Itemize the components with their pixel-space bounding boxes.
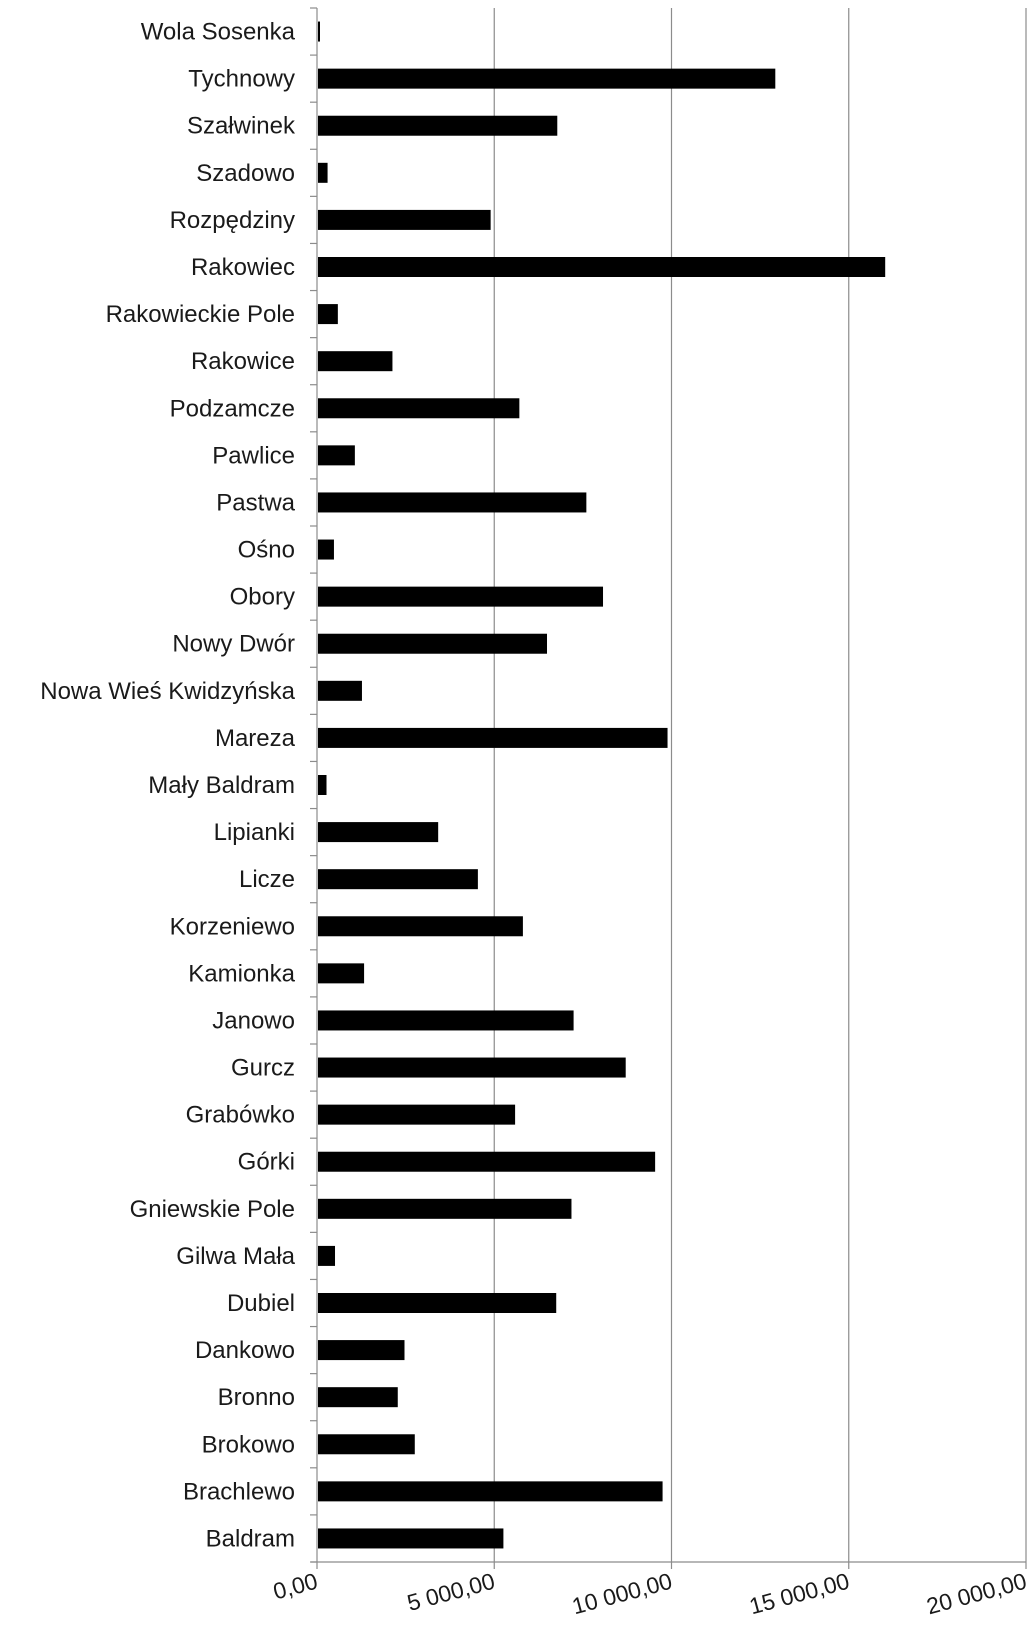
category-label: Janowo [212, 1007, 295, 1034]
category-label: Wola Sosenka [141, 19, 296, 46]
bar [318, 1434, 415, 1455]
category-label: Górki [238, 1149, 295, 1176]
bar [318, 68, 776, 89]
category-label: Nowy Dwór [172, 631, 295, 658]
category-label: Szadowo [196, 160, 295, 187]
bar [318, 492, 587, 513]
bar [318, 775, 327, 795]
bar [318, 1387, 398, 1408]
category-label: Tychnowy [188, 66, 295, 93]
category-label: Brokowo [202, 1431, 295, 1458]
category-label: Grabówko [186, 1102, 295, 1129]
category-label: Kamionka [188, 960, 295, 987]
x-tick-label: 15 000,00 [746, 1568, 852, 1620]
bar [318, 209, 491, 230]
category-label: Dubiel [227, 1290, 295, 1317]
bar [318, 1057, 626, 1078]
axis-layer [310, 7, 1027, 1569]
bar [318, 1010, 574, 1031]
category-label: Mały Baldram [148, 772, 295, 799]
category-label: Nowa Wieś Kwidzyńska [40, 678, 295, 705]
bar [318, 21, 320, 42]
category-label: Bronno [218, 1384, 295, 1411]
bar [318, 1245, 336, 1266]
category-label: Mareza [215, 725, 296, 752]
bar [318, 445, 355, 466]
bar [318, 1528, 504, 1549]
category-label: Dankowo [195, 1337, 295, 1364]
tick-label-layer: 0,00 5 000,00 10 000,00 15 000,00 20 000,00 [270, 1568, 1029, 1620]
grid-layer [493, 8, 1027, 1562]
category-label: Gniewskie Pole [130, 1196, 295, 1223]
bar [318, 1198, 572, 1219]
bar [318, 822, 439, 843]
category-label: Licze [239, 866, 295, 893]
category-label: Rozpędziny [170, 207, 295, 234]
category-label: Rakowieckie Pole [106, 301, 295, 328]
x-tick-label: 10 000,00 [569, 1568, 675, 1620]
category-label: Rakowiec [191, 254, 295, 281]
category-label: Ośno [238, 537, 295, 564]
bar [318, 1104, 516, 1125]
category-label: Pastwa [216, 489, 295, 516]
bar [318, 727, 668, 748]
category-label: Szałwinek [187, 113, 296, 140]
bar [318, 398, 520, 419]
bar [318, 633, 548, 654]
x-tick-label: 20 000,00 [924, 1568, 1030, 1620]
bar [318, 1151, 656, 1172]
category-label: Lipianki [214, 819, 295, 846]
bar [318, 1481, 663, 1502]
category-label: Rakowice [191, 348, 295, 375]
category-label: Baldram [206, 1525, 295, 1552]
category-label: Brachlewo [183, 1478, 295, 1505]
bar [318, 257, 886, 277]
x-tick-label: 0,00 [270, 1568, 320, 1605]
bar [318, 916, 523, 937]
category-label: Obory [230, 584, 295, 611]
bar [318, 963, 365, 984]
category-label-layer: Wola Sosenka Tychnowy Szałwinek Szadowo Rozp… [40, 19, 296, 1553]
category-label: Podzamcze [170, 395, 295, 422]
bar [318, 115, 558, 136]
bar [318, 1340, 405, 1361]
x-tick-label: 5 000,00 [404, 1568, 497, 1616]
bar [318, 351, 393, 372]
bar [318, 1293, 557, 1313]
category-label: Pawlice [212, 442, 295, 469]
bar [318, 869, 478, 890]
category-label: Gurcz [231, 1055, 295, 1082]
bar [318, 539, 334, 560]
bar-layer [318, 21, 886, 1549]
bar [318, 162, 328, 183]
bar [318, 586, 604, 607]
bar [318, 680, 362, 701]
bar [318, 304, 338, 325]
category-label: Korzeniewo [170, 913, 295, 940]
category-label: Gilwa Mała [176, 1243, 295, 1270]
